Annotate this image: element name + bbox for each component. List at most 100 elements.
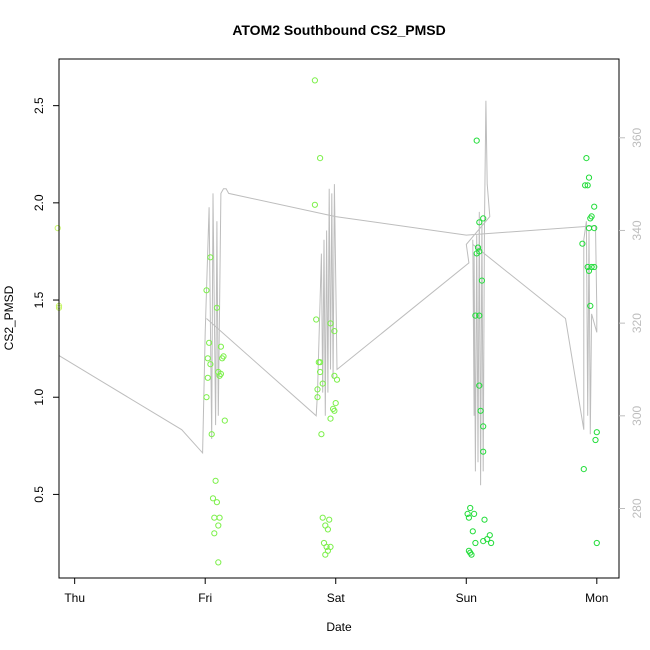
data-point	[327, 320, 334, 327]
y-axis-label: CS2_PMSD	[2, 285, 16, 350]
y-tick-label: 2.5	[32, 97, 46, 114]
data-point	[480, 423, 487, 430]
y-axis-right: 280 300 320 340 360	[619, 127, 644, 519]
data-point	[213, 499, 220, 506]
data-point	[326, 516, 333, 523]
x-axis-label: Date	[326, 620, 352, 634]
data-point	[591, 225, 598, 232]
y-tick-label: 2.0	[32, 194, 46, 211]
data-point	[472, 539, 479, 547]
data-point	[473, 137, 480, 144]
data-point	[481, 516, 488, 523]
data-point	[582, 182, 589, 189]
data-point	[469, 528, 476, 535]
data-point	[323, 543, 330, 551]
data-point	[221, 417, 228, 424]
data-point	[216, 372, 223, 379]
data-point	[580, 466, 587, 473]
data-point	[209, 495, 217, 502]
data-point	[213, 304, 220, 311]
data-point	[480, 215, 487, 222]
data-point	[584, 263, 591, 271]
y2-tick-label: 300	[630, 405, 644, 425]
data-point	[591, 263, 598, 271]
data-point	[476, 312, 483, 319]
data-point	[471, 510, 478, 518]
x-tick-label: Sun	[456, 591, 477, 605]
data-point	[211, 530, 218, 537]
y-tick-label: 1.0	[32, 389, 46, 406]
data-point	[464, 510, 471, 518]
data-point	[465, 514, 472, 521]
data-point	[333, 376, 341, 383]
y2-tick-label: 360	[630, 127, 644, 147]
data-point	[593, 429, 600, 436]
data-point	[317, 359, 324, 366]
y-tick-label: 0.5	[32, 486, 46, 503]
data-point	[319, 380, 326, 387]
data-point	[322, 551, 329, 558]
data-point	[317, 155, 324, 162]
data-point	[472, 312, 479, 319]
series-line-3	[58, 100, 598, 486]
y-tick-label: 1.5	[32, 291, 46, 308]
x-tick-label: Sat	[327, 591, 346, 605]
data-point	[314, 394, 321, 401]
data-point	[54, 225, 61, 232]
data-point	[217, 343, 224, 350]
data-point	[591, 203, 598, 210]
data-point	[587, 215, 594, 222]
data-point	[204, 374, 211, 381]
data-point	[468, 551, 475, 558]
data-point	[587, 302, 594, 309]
right-axis-line-series	[58, 100, 598, 486]
data-point	[206, 339, 213, 346]
data-point	[311, 201, 318, 208]
data-point	[324, 526, 331, 533]
data-point	[477, 407, 484, 414]
data-point	[313, 316, 320, 323]
data-point	[474, 244, 482, 251]
data-point	[311, 77, 318, 84]
data-point	[207, 361, 214, 368]
x-tick-label: Fri	[198, 591, 212, 605]
data-point	[215, 559, 222, 566]
y2-tick-label: 320	[630, 313, 644, 333]
chart-title: ATOM2 Southbound CS2_PMSD	[232, 22, 445, 38]
data-point	[467, 504, 474, 512]
data-point	[319, 514, 326, 521]
data-point	[219, 355, 226, 362]
data-point	[203, 287, 210, 294]
data-point	[476, 382, 483, 389]
data-point	[480, 448, 487, 455]
data-point	[332, 400, 339, 407]
data-point	[473, 250, 480, 257]
x-axis: Thu Fri Sat Sun Mon	[64, 578, 608, 605]
data-point	[327, 415, 334, 422]
data-point	[208, 431, 215, 438]
y-axis-left: 0.5 1.0 1.5 2.0 2.5	[32, 97, 59, 503]
data-point	[476, 219, 483, 226]
y2-tick-label: 280	[630, 498, 644, 518]
data-point	[579, 240, 586, 247]
data-point	[203, 394, 210, 401]
x-tick-label: Mon	[585, 591, 608, 605]
data-point	[583, 155, 590, 162]
data-point	[331, 328, 338, 335]
data-point	[317, 368, 324, 376]
data-point	[331, 407, 338, 414]
data-point	[215, 522, 222, 529]
data-point	[480, 538, 487, 545]
data-point	[488, 539, 495, 547]
data-point	[204, 355, 211, 362]
plot-frame	[58, 58, 620, 579]
data-point	[584, 182, 591, 189]
data-point	[314, 386, 321, 393]
data-point	[216, 514, 223, 521]
scatter-points	[54, 77, 600, 566]
data-point	[592, 436, 599, 444]
data-point	[585, 267, 593, 274]
y2-tick-label: 340	[630, 220, 644, 240]
x-tick-label: Thu	[64, 591, 85, 605]
